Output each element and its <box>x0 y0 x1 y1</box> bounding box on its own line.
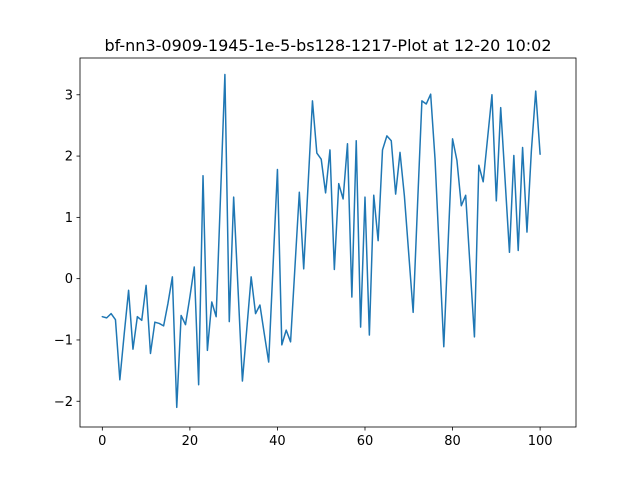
x-tick-label: 0 <box>98 434 106 449</box>
x-tick-label: 100 <box>528 434 553 449</box>
y-tick-label: −1 <box>54 333 73 348</box>
y-tick-label: 3 <box>65 88 73 103</box>
x-tick-label: 80 <box>444 434 461 449</box>
y-tick-label: −2 <box>54 395 73 410</box>
plot-area: 0 20 40 60 80 100 −2 −1 0 1 2 3 <box>54 57 577 449</box>
chart-title: bf-nn3-0909-1945-1e-5-bs128-1217-Plot at… <box>104 36 551 55</box>
x-tick-label: 60 <box>357 434 374 449</box>
y-tick-label: 2 <box>65 150 73 165</box>
y-tick-label: 0 <box>65 272 73 287</box>
y-tick-label: 1 <box>65 211 73 226</box>
x-tick-label: 20 <box>182 434 199 449</box>
axes-spines <box>79 57 577 428</box>
data-series-line <box>101 73 541 409</box>
x-tick-label: 40 <box>269 434 286 449</box>
